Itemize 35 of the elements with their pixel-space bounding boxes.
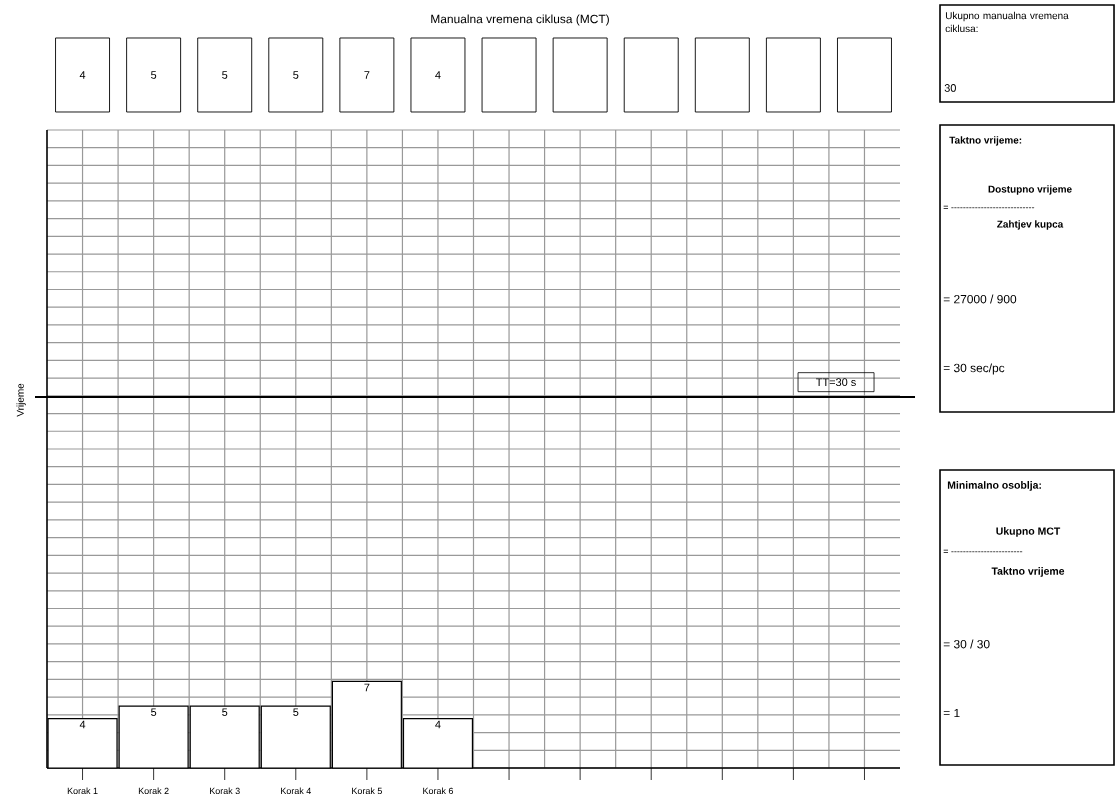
annotation: 7	[364, 683, 370, 692]
text: Ukupno manualna vremena ciklusa:	[945, 11, 1069, 33]
chart-title: Manualna vremena ciklusa (MCT)	[431, 14, 609, 26]
x-tick-label: Korak 5	[352, 787, 382, 795]
text: Vrijeme	[16, 383, 26, 417]
text: Taktno vrijeme	[991, 567, 1065, 577]
x-tick-label: Korak 4	[281, 787, 311, 795]
annotation: 4	[79, 720, 86, 729]
annotation: 4	[435, 720, 441, 729]
x-tick-label: Korak 1	[67, 787, 98, 795]
data-label: 7	[364, 71, 370, 79]
data-label: 5	[222, 71, 228, 79]
text: = 27000 / 900	[943, 294, 1017, 304]
text: = ----------------------------	[943, 205, 1035, 209]
text: Zahtjev kupca	[997, 220, 1064, 230]
data-label: 4	[79, 71, 86, 79]
annotation: 5	[222, 708, 228, 717]
x-tick-label: Korak 2	[138, 787, 169, 795]
text: Ukupno MCT	[996, 527, 1061, 537]
text: Minimalno osoblja:	[947, 481, 1041, 491]
text: = 30 / 30	[943, 639, 990, 649]
text: Taktno vrijeme:	[949, 136, 1022, 146]
annotation: 5	[293, 708, 299, 717]
ref-line-label: TT=30 s	[816, 378, 856, 387]
text: = 1	[943, 708, 960, 718]
text: Dostupno vrijeme	[988, 185, 1072, 195]
data-label: 5	[293, 71, 299, 79]
x-tick-label: Korak 3	[209, 787, 240, 795]
data-label: 5	[151, 71, 157, 79]
text: = 30 sec/pc	[943, 363, 1005, 375]
annotation: 5	[151, 708, 157, 717]
text: = ------------------------	[943, 549, 1023, 553]
text: 30	[944, 84, 956, 92]
x-tick-label: Korak 6	[423, 787, 454, 795]
data-label: 4	[435, 71, 441, 79]
